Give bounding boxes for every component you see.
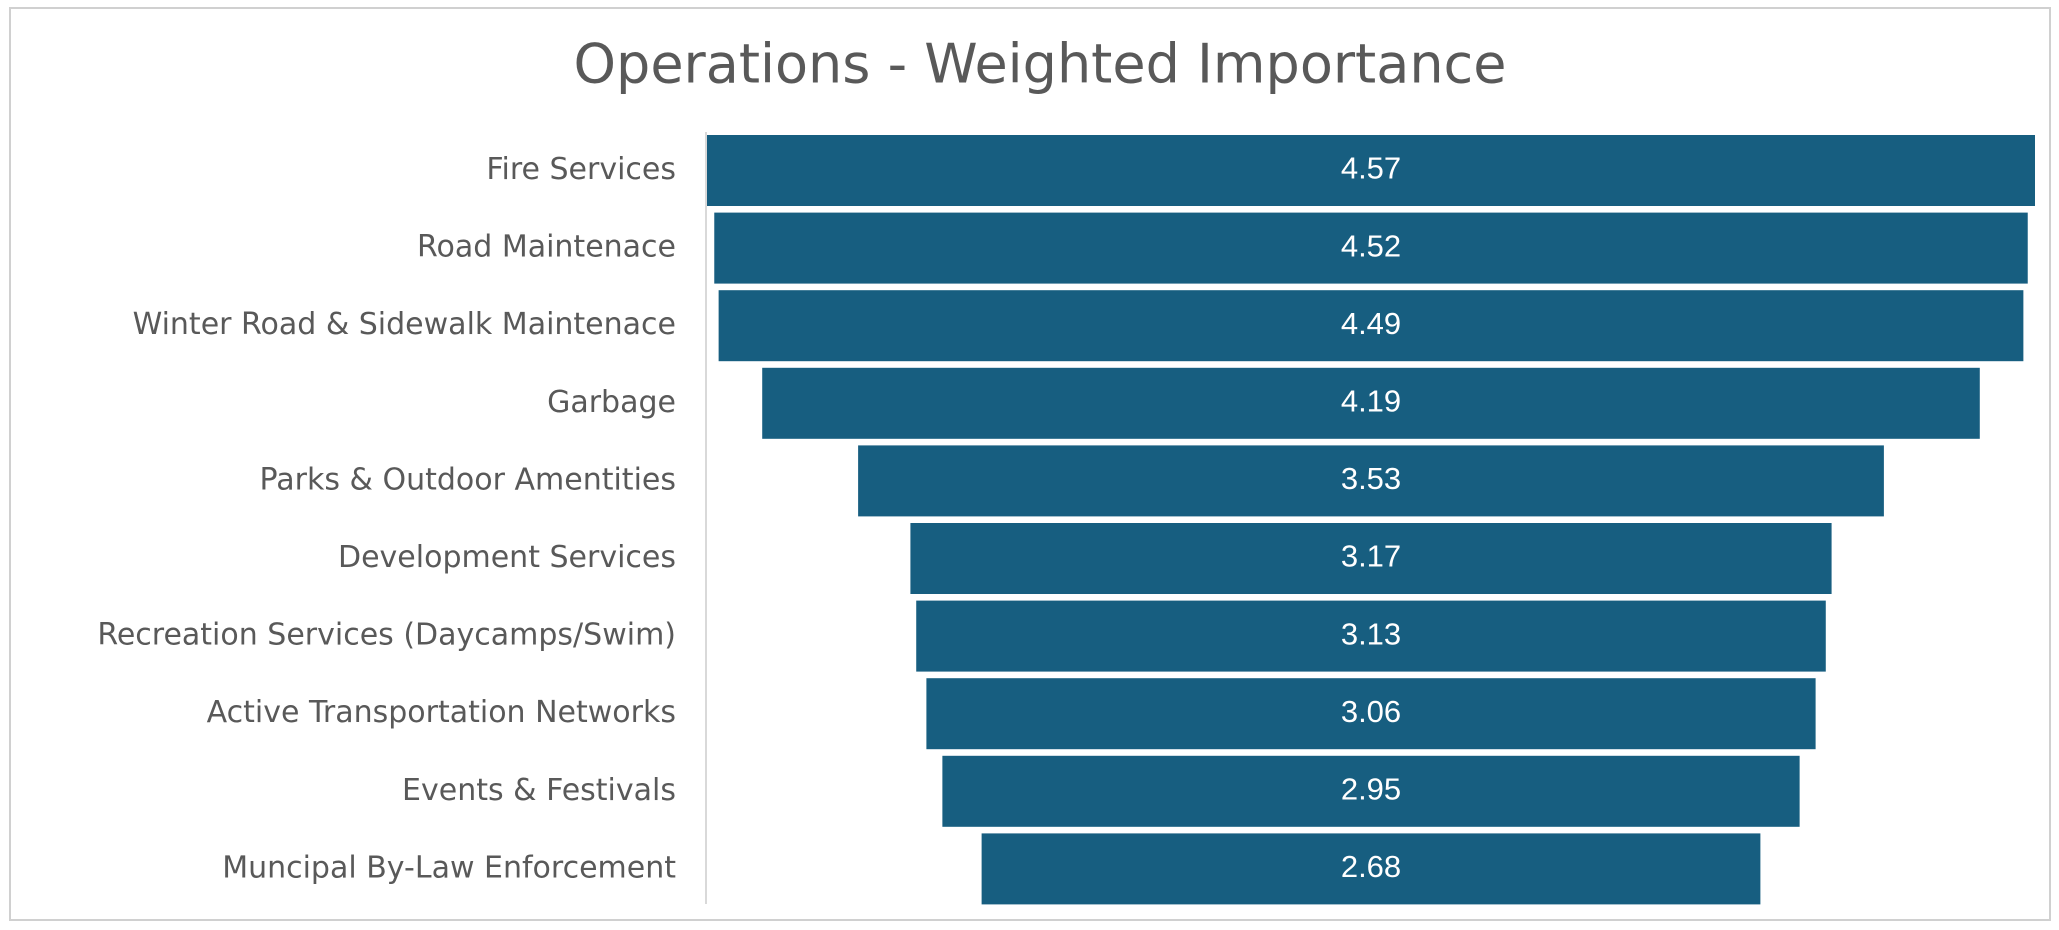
bar [942,755,1800,827]
bar [718,290,2024,362]
category-label: Active Transportation Networks [207,695,676,730]
bar [714,212,2028,284]
chart-frame [9,7,2051,921]
value-label: 4.57 [1341,151,1401,186]
category-label: Parks & Outdoor Amentities [260,462,676,497]
value-label: 3.13 [1341,616,1401,651]
bar [707,135,2035,206]
bar [910,523,1832,594]
bar [916,600,1826,672]
value-label: 2.68 [1341,849,1401,884]
category-label: Garbage [547,385,676,420]
category-label: Road Maintenace [417,230,676,265]
value-label: 3.53 [1341,461,1401,496]
value-label: 3.06 [1341,694,1401,729]
value-label: 3.17 [1341,539,1401,574]
category-label: Development Services [338,540,676,575]
category-label: Muncipal By-Law Enforcement [222,850,676,885]
value-label: 4.52 [1341,228,1401,263]
category-label: Fire Services [486,152,676,187]
category-label: Events & Festivals [402,773,676,808]
bar [858,445,1884,517]
value-label: 4.19 [1341,383,1401,418]
value-label: 2.95 [1341,771,1401,806]
category-label: Recreation Services (Daycamps/Swim) [97,618,676,653]
chart-title: Operations - Weighted Importance [574,33,1507,96]
value-label: 4.49 [1341,306,1401,341]
category-label: Winter Road & Sidewalk Maintenace [133,307,676,342]
bar [981,833,1761,905]
bar [762,367,1980,439]
bar [926,678,1816,750]
